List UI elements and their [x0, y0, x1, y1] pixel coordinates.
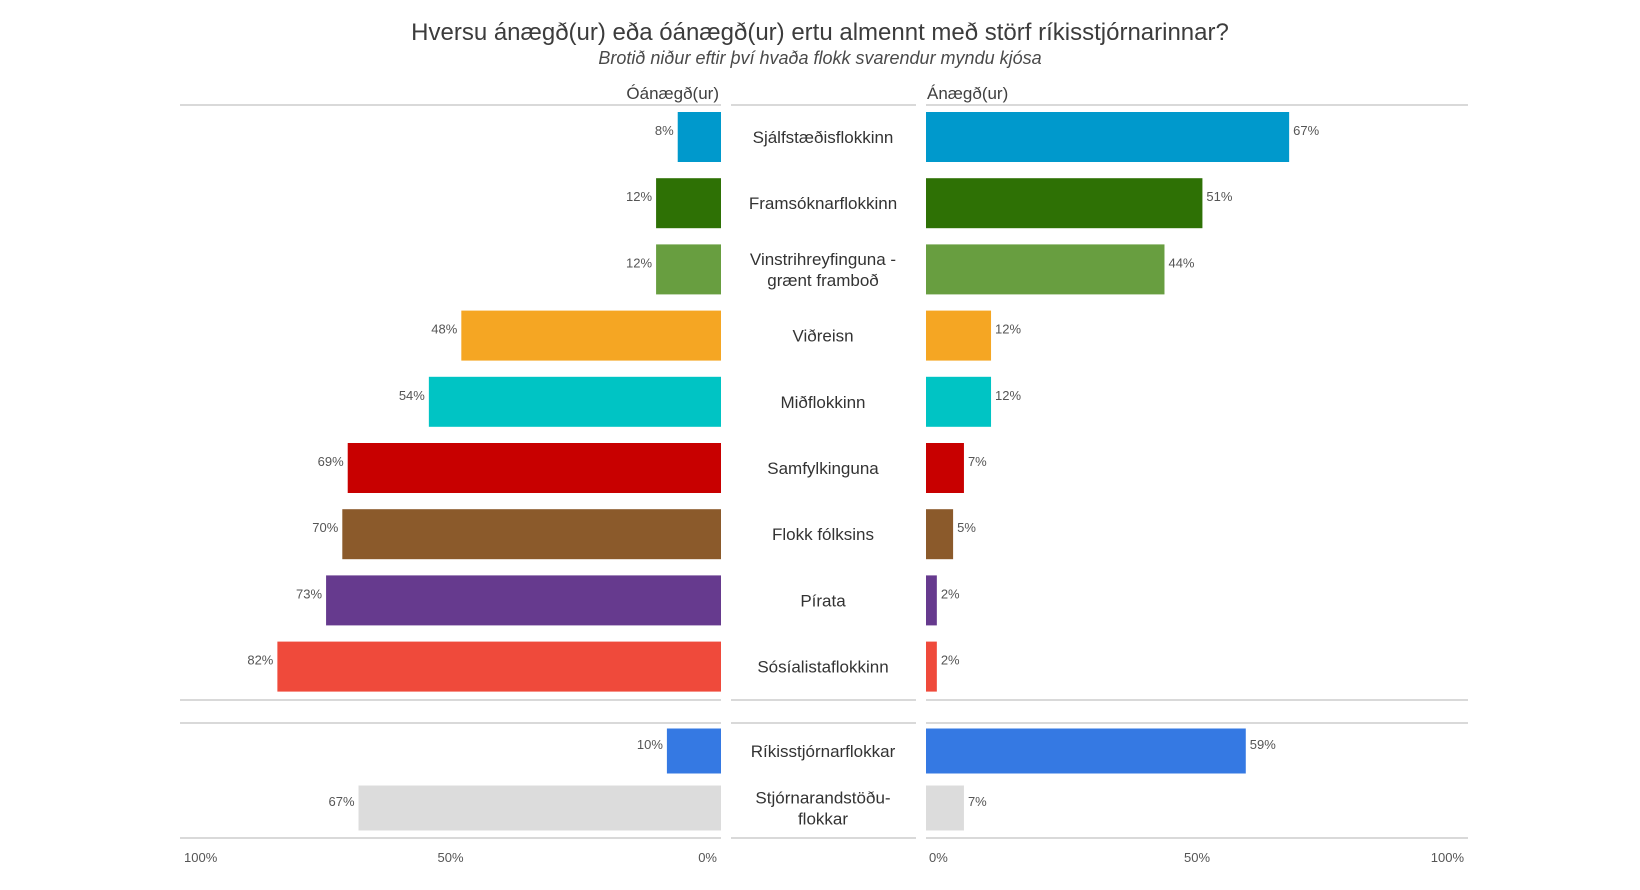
bar-dissatisfied [428, 376, 721, 427]
value-label-satisfied: 59% [1250, 737, 1276, 752]
category-label: Pírata [800, 591, 846, 610]
bar-satisfied [926, 785, 964, 831]
left-tick-50: 50% [437, 850, 463, 865]
bar-satisfied [926, 728, 1246, 774]
bar-dissatisfied [358, 785, 721, 831]
category-label: Vinstrihreyfinguna - [750, 250, 896, 269]
bars-layer: 8% 67% Sjálfstæðisflokkinn 12% 51% Framsóknar… [247, 112, 1320, 831]
chart-subtitle: Brotið niður eftir því hvaða flokk svare… [598, 48, 1041, 68]
bar-dissatisfied [461, 310, 721, 361]
bar-satisfied [926, 112, 1290, 162]
category-label: Stjórnarandstöðu- [755, 789, 890, 808]
left-tick-100: 100% [184, 850, 218, 865]
value-label-dissatisfied: 10% [637, 737, 663, 752]
bar-dissatisfied [342, 509, 721, 560]
right-tick-0: 0% [929, 850, 948, 865]
bar-dissatisfied [677, 112, 721, 162]
value-label-satisfied: 2% [941, 586, 960, 601]
bar-satisfied [926, 376, 992, 427]
bar-satisfied [926, 310, 992, 361]
value-label-dissatisfied: 82% [247, 653, 273, 668]
bar-dissatisfied [666, 728, 721, 774]
value-label-dissatisfied: 73% [296, 586, 322, 601]
bar-dissatisfied [656, 178, 721, 229]
value-label-dissatisfied: 69% [318, 454, 344, 469]
bar-satisfied [926, 443, 964, 493]
chart-title: Hversu ánægð(ur) eða óánægð(ur) ertu alm… [411, 19, 1229, 46]
bar-dissatisfied [326, 575, 721, 626]
category-label: Framsóknarflokkinn [749, 194, 897, 213]
right-tick-50: 50% [1184, 850, 1210, 865]
value-label-satisfied: 12% [995, 322, 1021, 337]
bar-satisfied [926, 244, 1165, 295]
left-column-header: Óánægð(ur) [626, 84, 719, 103]
value-label-dissatisfied: 12% [626, 189, 652, 204]
value-label-dissatisfied: 70% [312, 520, 338, 535]
value-label-satisfied: 5% [957, 520, 976, 535]
category-label: Viðreisn [792, 327, 853, 346]
value-label-dissatisfied: 8% [655, 123, 674, 138]
bar-satisfied [926, 178, 1203, 229]
value-label-satisfied: 44% [1168, 255, 1194, 270]
value-label-satisfied: 7% [968, 454, 987, 469]
value-label-dissatisfied: 12% [626, 255, 652, 270]
left-tick-0: 0% [698, 850, 717, 865]
value-label-satisfied: 12% [995, 388, 1021, 403]
bar-dissatisfied [277, 641, 721, 692]
bar-satisfied [926, 575, 937, 626]
bar-dissatisfied [656, 244, 721, 295]
bar-dissatisfied [347, 443, 721, 493]
right-tick-100: 100% [1431, 850, 1465, 865]
axis-ticks: 100% 50% 0% 0% 50% 100% [184, 850, 1464, 865]
value-label-satisfied: 2% [941, 653, 960, 668]
category-label: Sósíalistaflokkinn [757, 658, 888, 677]
bar-satisfied [926, 641, 937, 692]
category-label: flokkar [798, 810, 848, 829]
category-label: grænt framboð [767, 271, 879, 290]
category-label: Miðflokkinn [780, 393, 865, 412]
category-label: Samfylkinguna [767, 459, 879, 478]
value-label-satisfied: 7% [968, 794, 987, 809]
category-label: Flokk fólksins [772, 525, 874, 544]
value-label-satisfied: 67% [1293, 123, 1319, 138]
right-column-header: Ánægð(ur) [927, 84, 1008, 103]
value-label-dissatisfied: 48% [431, 322, 457, 337]
bar-satisfied [926, 509, 954, 560]
grid-lines [180, 104, 1468, 839]
value-label-satisfied: 51% [1206, 189, 1232, 204]
category-label: Ríkisstjórnarflokkar [751, 742, 896, 761]
value-label-dissatisfied: 54% [399, 388, 425, 403]
value-label-dissatisfied: 67% [328, 794, 354, 809]
category-label: Sjálfstæðisflokkinn [753, 128, 894, 147]
